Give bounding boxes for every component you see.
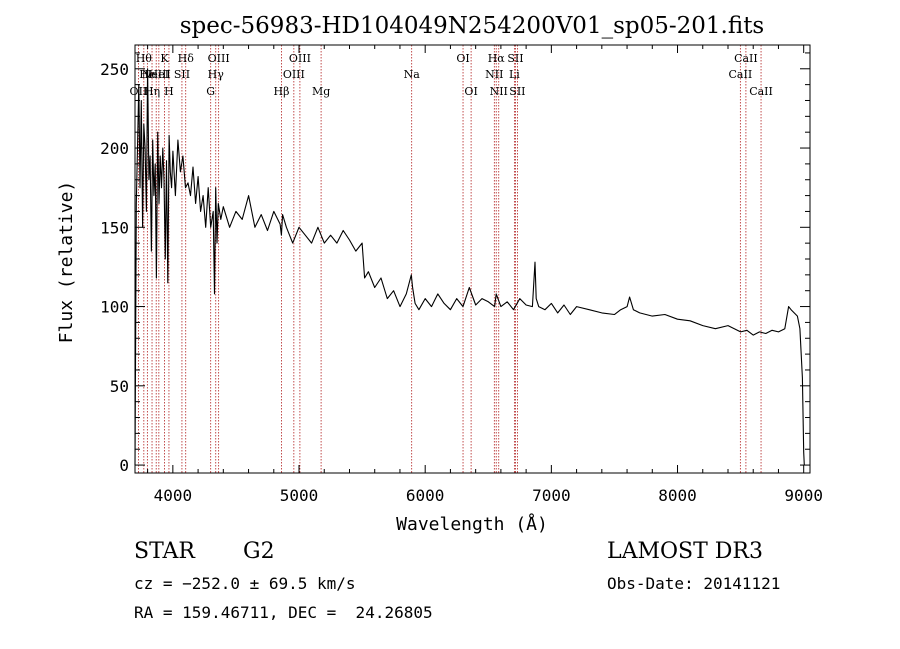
- marker-label: Hβ: [274, 85, 290, 98]
- y-tick-label: 100: [100, 298, 129, 317]
- y-tick-label: 250: [100, 60, 129, 79]
- redshift-velocity: cz = −252.0 ± 69.5 km/s: [134, 574, 356, 593]
- marker-label: Hα: [488, 52, 506, 65]
- x-axis: 4000 5000 6000 7000 8000 9000: [147, 45, 823, 505]
- plot-frame: [134, 44, 811, 474]
- marker-label: OI: [456, 52, 469, 65]
- marker-label: CaII: [729, 68, 753, 81]
- object-type: STAR: [134, 539, 195, 564]
- spectrum-line: [134, 68, 805, 466]
- marker-label: Hδ: [178, 52, 195, 65]
- marker-label: SII: [174, 68, 190, 81]
- x-tick-label: 6000: [406, 486, 445, 505]
- observation-date: Obs-Date: 20141121: [607, 574, 781, 593]
- marker-label: NeIII: [142, 68, 171, 81]
- marker-label: SII: [507, 52, 523, 65]
- x-tick-label: 4000: [154, 486, 193, 505]
- marker-label: Hθ: [136, 52, 153, 65]
- marker-label: Na: [404, 68, 421, 81]
- marker-label: Hη: [144, 85, 160, 98]
- y-axis: 0 50 100 150 200 250: [100, 52, 810, 475]
- marker-label: OIII: [208, 52, 230, 65]
- marker-label: Li: [509, 68, 520, 81]
- x-tick-label: 7000: [532, 486, 571, 505]
- coordinates: RA = 159.46711, DEC = 24.26805: [134, 603, 433, 622]
- marker-label: NII: [485, 68, 503, 81]
- y-tick-label: 200: [100, 139, 129, 158]
- spectral-subclass: G2: [243, 539, 275, 564]
- marker-label: OIII: [289, 52, 311, 65]
- marker-label: Hγ: [208, 68, 225, 81]
- marker-label: NII: [490, 85, 508, 98]
- marker-label: HeI: [149, 68, 169, 81]
- y-tick-label: 150: [100, 218, 129, 237]
- y-axis-label: Flux (relative): [56, 181, 77, 344]
- marker-label: OIII: [283, 68, 305, 81]
- marker-label: G: [206, 85, 215, 98]
- chart-title: spec-56983-HD104049N254200V01_sp05-201.f…: [180, 13, 765, 39]
- marker-label: OI: [464, 85, 477, 98]
- marker-label: Mg: [312, 85, 330, 98]
- x-axis-label: Wavelength (Å): [396, 513, 548, 535]
- marker-label: CaII: [734, 52, 758, 65]
- x-tick-label: 8000: [658, 486, 697, 505]
- y-tick-label: 0: [119, 456, 129, 475]
- x-tick-label: 9000: [784, 486, 823, 505]
- marker-lines: [138, 45, 762, 473]
- marker-label: K: [160, 52, 169, 65]
- marker-label: CaII: [749, 85, 773, 98]
- y-tick-label: 50: [110, 377, 129, 396]
- marker-label: SII: [509, 85, 525, 98]
- x-tick-label: 5000: [280, 486, 319, 505]
- survey-name: LAMOST DR3: [607, 539, 763, 564]
- marker-label: H: [164, 85, 174, 98]
- marker-labels: OIIHθHeHηNeIIIHeIKHSIIHδGHγOIIIHβOIIIOII…: [130, 52, 773, 98]
